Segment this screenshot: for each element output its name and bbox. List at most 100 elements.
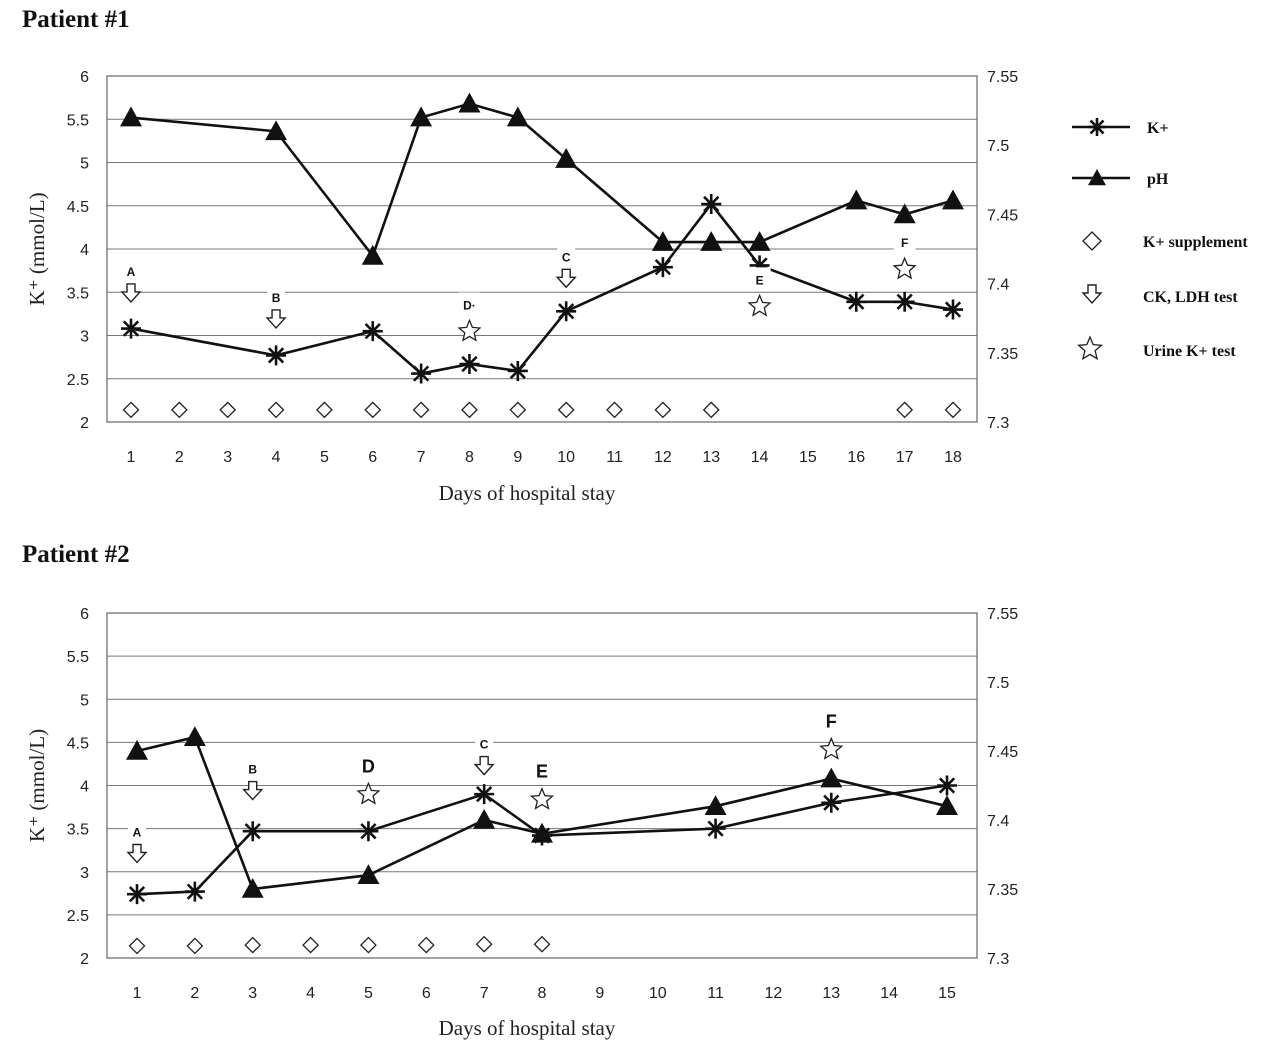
k-point	[358, 821, 379, 842]
star-icon	[892, 256, 917, 280]
patient-1-title: Patient #1	[22, 6, 130, 33]
series-k-supplement	[128, 935, 551, 955]
ph-point	[473, 809, 496, 829]
y2-tick-label: 7.4	[987, 277, 1009, 294]
k-point-glyph	[894, 291, 915, 312]
annotation-label: E	[756, 273, 764, 287]
supplement-point	[461, 401, 478, 419]
annotation-label: A	[133, 826, 142, 840]
y2-tick-label: 7.4	[987, 813, 1009, 830]
k-point	[821, 792, 842, 813]
k-point	[749, 255, 770, 276]
k-point-glyph	[411, 363, 432, 384]
annotation-d: D	[356, 755, 381, 805]
y-tick-label: 4	[80, 242, 89, 259]
y2-tick-label: 7.3	[987, 951, 1009, 968]
y-tick-label: 2	[80, 415, 89, 432]
series-ph	[120, 92, 964, 265]
y2-tick-label: 7.55	[987, 606, 1018, 623]
star-icon	[819, 736, 844, 760]
down-arrow-icon	[555, 268, 577, 289]
y-tick-label: 5.5	[67, 112, 89, 129]
x-tick-label: 13	[702, 449, 720, 466]
down-arrow-icon	[473, 755, 495, 776]
k-point	[846, 291, 867, 312]
y-axis-title: K⁺ (mmol/L)	[25, 729, 49, 842]
x-tick-label: 16	[847, 449, 865, 466]
k-point-glyph	[821, 792, 842, 813]
k-point	[937, 775, 957, 796]
x-tick-label: 5	[364, 985, 373, 1002]
annotation-label: D	[362, 756, 375, 776]
ph-point	[555, 148, 578, 168]
y2-tick-label: 7.5	[987, 675, 1009, 692]
supplement-point	[170, 401, 188, 419]
x-tick-label: 3	[248, 985, 257, 1002]
ph-point	[357, 864, 380, 884]
supplement-point	[128, 937, 146, 955]
annotation-e: E	[529, 760, 555, 810]
supplement-point	[417, 936, 435, 954]
patient-2-chart: Patient #2 2 2.5 3 3.5 4 4.5 5 5.5 6 7.3 7.35 7.4 7.…	[22, 541, 1018, 1040]
y2-tick-label: 7.45	[987, 744, 1018, 761]
x-tick-label: 1	[133, 985, 142, 1002]
star-icon	[747, 293, 772, 317]
x-tick-label: 9	[513, 449, 522, 466]
k-point	[127, 884, 147, 905]
x-tick-label: 12	[765, 985, 783, 1002]
y-tick-label: 4.5	[67, 199, 89, 216]
k-point-glyph	[507, 360, 528, 381]
supplement-point	[122, 401, 140, 419]
x-tick-label: 2	[175, 449, 184, 466]
y2-tick-label: 7.35	[987, 882, 1018, 899]
supplement-point	[360, 936, 377, 954]
star-icon	[356, 781, 381, 805]
x-tick-label: 5	[320, 449, 329, 466]
annotation-label: B	[248, 763, 257, 777]
y-tick-label: 2	[80, 951, 89, 968]
ph-point	[126, 740, 148, 760]
k-point	[652, 257, 673, 278]
down-arrow-icon	[126, 843, 148, 864]
y-tick-label: 5	[80, 156, 89, 173]
label-bg	[458, 292, 481, 313]
label-bg	[557, 247, 576, 264]
k-point	[459, 354, 480, 375]
k-point-glyph	[943, 299, 963, 320]
y2-tick-label: 7.5	[987, 138, 1009, 155]
supplement-point	[509, 401, 527, 419]
y-tick-label: 4.5	[67, 735, 89, 752]
ph-point	[820, 767, 843, 788]
annotation-label: E	[536, 762, 548, 782]
x-tick-label: 3	[223, 449, 232, 466]
k-point	[121, 318, 141, 339]
x-tick-label: 10	[557, 449, 575, 466]
annotation-a: A	[120, 261, 142, 304]
annotation-label: F	[826, 712, 837, 732]
annotation-e: E	[747, 267, 772, 317]
plot-frame	[106, 612, 978, 959]
annotation-c: C	[473, 734, 495, 776]
supplement-point	[557, 401, 575, 419]
y-tick-label: 5	[80, 692, 89, 709]
label-bg	[475, 734, 494, 751]
ph-point	[936, 795, 958, 815]
ph-point	[651, 231, 674, 251]
ph-point	[506, 106, 529, 127]
ph-point	[183, 726, 206, 746]
k-point-glyph	[652, 257, 673, 278]
k-point	[705, 818, 726, 839]
x-tick-label: 12	[654, 449, 672, 466]
k-point-glyph	[121, 318, 141, 339]
label-bg	[357, 755, 380, 776]
k-point	[894, 291, 915, 312]
y-tick-label: 3.5	[67, 285, 89, 302]
label-bg	[128, 822, 146, 839]
y2-tick-label: 7.3	[987, 415, 1009, 432]
asterisk-icon	[1088, 118, 1106, 136]
ph-point	[410, 106, 433, 127]
x-tick-label: 11	[707, 985, 724, 1002]
k-point	[943, 299, 963, 320]
annotation-d: D·	[457, 292, 482, 342]
x-tick-label: 7	[480, 985, 489, 1002]
